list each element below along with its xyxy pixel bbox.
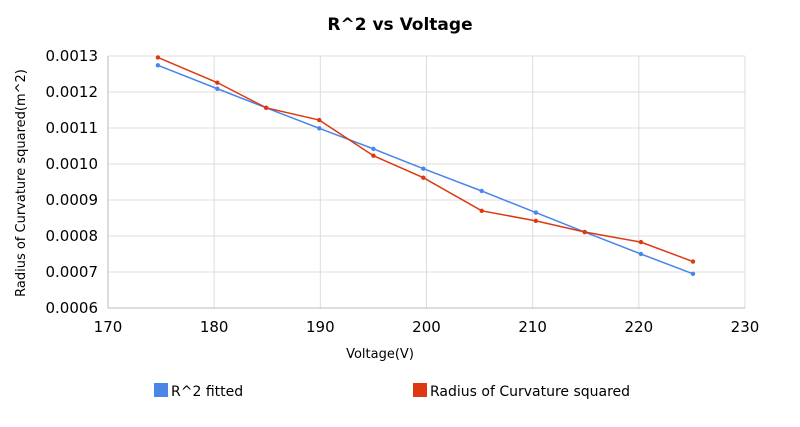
series-line-0	[157, 64, 694, 275]
x-axis-label: Voltage(V)	[346, 347, 414, 362]
y-tick-label: 0.0013	[46, 47, 99, 65]
data-point-1	[638, 239, 644, 245]
y-tick-label: 0.0012	[46, 83, 99, 101]
grid	[107, 55, 746, 309]
y-tick-label: 0.0010	[46, 155, 99, 173]
data-point-0	[479, 188, 484, 194]
data-point-0	[690, 271, 696, 276]
x-tick-label: 210	[518, 318, 547, 336]
series-layer	[155, 55, 696, 276]
data-point-1	[690, 259, 696, 264]
data-point-1	[215, 80, 220, 85]
x-tick-label: 220	[625, 318, 654, 336]
legend-label-measured: Radius of Curvature squared	[430, 384, 630, 400]
y-tick-label: 0.0007	[46, 263, 99, 281]
data-point-1	[371, 153, 376, 158]
data-point-1	[155, 55, 161, 60]
data-point-0	[421, 166, 426, 171]
data-point-1	[421, 175, 426, 180]
data-point-1	[533, 218, 539, 224]
data-point-1	[479, 208, 484, 213]
legend-swatch-measured	[413, 383, 427, 397]
data-point-0	[533, 210, 539, 215]
data-point-0	[371, 146, 376, 152]
x-tick-label: 200	[412, 318, 441, 336]
data-point-0	[317, 126, 322, 131]
x-tick-label: 190	[306, 318, 335, 336]
legend-label-fitted: R^2 fitted	[171, 384, 243, 400]
data-point-0	[638, 251, 644, 257]
data-point-1	[582, 229, 587, 235]
x-tick-labels: 170 180 190 200 210 220 230	[94, 318, 760, 336]
x-tick-label: 180	[200, 318, 229, 336]
series-line-1	[157, 56, 694, 263]
y-tick-label: 0.0008	[46, 227, 99, 245]
legend-swatch-fitted	[154, 383, 168, 397]
x-tick-label: 230	[731, 318, 760, 336]
x-tick-label: 170	[94, 318, 123, 336]
data-point-1	[317, 117, 322, 123]
data-point-0	[155, 63, 161, 68]
legend: R^2 fitted Radius of Curvature squared	[154, 383, 630, 400]
data-point-0	[215, 86, 220, 91]
y-tick-labels: 0.0006 0.0007 0.0008 0.0009 0.0010 0.0011 0.00…	[46, 47, 99, 317]
chart-title: R^2 vs Voltage	[327, 15, 472, 35]
y-tick-label: 0.0011	[46, 119, 99, 137]
y-tick-label: 0.0006	[46, 299, 99, 317]
y-axis-label: Radius of Curvature squared(m^2)	[14, 69, 29, 297]
data-point-1	[263, 105, 269, 111]
y-tick-label: 0.0009	[46, 191, 99, 209]
